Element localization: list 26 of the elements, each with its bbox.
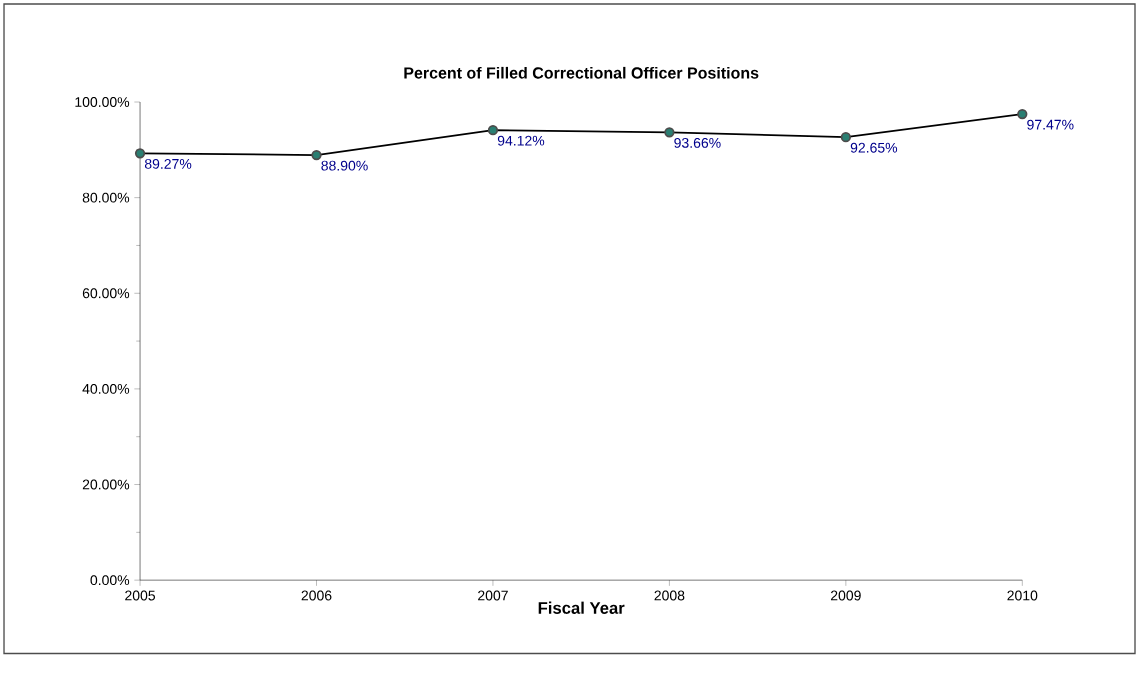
x-tick-label: 2008	[654, 590, 685, 601]
x-tick-label: 2010	[1007, 590, 1038, 601]
x-tick-label: 2009	[830, 590, 861, 601]
text: 92.65%	[850, 143, 898, 153]
text: 89.27%	[144, 159, 192, 170]
chart-title: Percent of Filled Correctional Officer Positions	[404, 67, 759, 79]
x-tick-label: 2005	[125, 590, 156, 601]
point	[134, 148, 146, 159]
text: 93.66%	[674, 138, 721, 149]
y-tick-label: 100.00%	[75, 97, 130, 108]
x-axis-title: Fiscal Year	[538, 601, 625, 615]
text: 97.47%	[1027, 119, 1074, 130]
y-tick-label: 60.00%	[82, 288, 130, 299]
y-tick-label: 20.00%	[82, 479, 130, 490]
y-tick-label: 0.00%	[90, 575, 130, 586]
y-tick-label: 80.00%	[82, 192, 130, 203]
y-tick-label: 40.00%	[82, 384, 130, 395]
x-tick-label: 2006	[301, 590, 332, 601]
point	[840, 132, 851, 143]
point	[1017, 109, 1028, 120]
x-tick-label: 2007	[478, 590, 508, 601]
point	[487, 125, 499, 136]
text: 88.90%	[321, 160, 368, 171]
point	[664, 127, 675, 138]
point	[311, 150, 322, 161]
text: 94.12%	[497, 135, 545, 146]
